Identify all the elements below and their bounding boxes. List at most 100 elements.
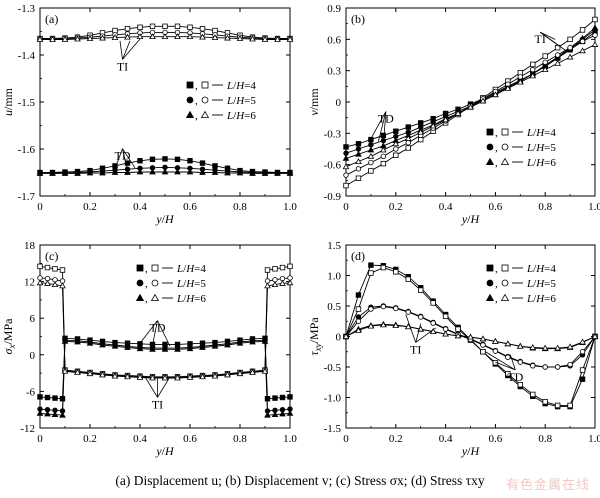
data-point	[567, 402, 573, 409]
data-point	[136, 345, 144, 352]
data-point	[51, 411, 59, 417]
data-point	[367, 322, 375, 329]
data-point	[405, 145, 411, 151]
data-point	[264, 267, 271, 273]
data-point	[61, 169, 69, 176]
data-point	[286, 169, 294, 176]
legend-marker-open	[501, 264, 509, 272]
data-point	[111, 169, 119, 175]
legend-comma: ,	[195, 80, 198, 92]
annotation-leader	[157, 320, 171, 347]
data-point	[272, 395, 278, 401]
x-tick-label: 0.4	[133, 201, 147, 213]
data-point	[136, 373, 144, 380]
annotation-leader	[370, 111, 387, 139]
legend-marker-filled	[485, 293, 495, 301]
series-triangle-open	[36, 279, 294, 381]
legend-marker-open	[500, 157, 510, 165]
annotation-ti: TI	[117, 38, 141, 73]
legend-marker-open	[151, 279, 159, 287]
data-point	[124, 373, 131, 380]
data-point	[99, 371, 106, 378]
data-point	[355, 158, 362, 164]
data-point	[287, 263, 293, 270]
legend-comma: ,	[145, 293, 148, 305]
y-tick-label: -1.5	[324, 423, 342, 435]
x-tick-label: 0.8	[233, 433, 247, 445]
panel-label: (b)	[351, 12, 365, 26]
data-point	[342, 163, 350, 170]
y-tick-label: 0.5	[327, 301, 341, 313]
data-point	[393, 269, 399, 275]
data-point	[44, 410, 51, 417]
y-tick-label: 0.3	[327, 66, 341, 78]
y-tick-label: -1.3	[18, 3, 36, 15]
legend-marker-open	[501, 279, 509, 287]
y-tick-label: -1.7	[18, 191, 36, 203]
data-point	[554, 402, 561, 409]
y-axis-label: v/mm	[307, 88, 321, 116]
annotation-leader	[122, 148, 128, 172]
data-point	[405, 309, 411, 315]
y-tick-label: 0	[336, 332, 342, 344]
legend-comma: ,	[495, 293, 498, 305]
data-point	[274, 169, 281, 176]
annotation-ti: TI	[535, 31, 568, 53]
data-point	[186, 33, 194, 40]
y-tick-label: 1.0	[327, 271, 341, 283]
series-triangle-filled	[36, 168, 294, 176]
data-point	[368, 168, 374, 174]
legend-marker-filled	[186, 81, 194, 89]
data-point	[249, 369, 256, 375]
data-point	[355, 150, 362, 157]
annotation-leader	[157, 376, 171, 398]
y-axis-label: σx/MPa	[1, 318, 17, 355]
data-point	[380, 146, 387, 153]
legend-label: L/H=4	[226, 80, 256, 92]
data-point	[36, 169, 44, 176]
y-tick-label: -0.6	[324, 160, 342, 172]
data-point	[279, 394, 286, 401]
x-tick-label: 1.0	[283, 433, 297, 445]
data-point	[368, 270, 374, 276]
x-tick-label: 0.8	[233, 201, 247, 213]
annotation-leader	[415, 323, 422, 343]
data-point	[517, 74, 523, 80]
data-point	[417, 128, 425, 135]
data-point	[86, 339, 94, 346]
data-point	[211, 169, 219, 175]
x-axis-label: y/H	[155, 444, 175, 458]
data-point	[137, 24, 143, 30]
data-point	[579, 47, 586, 54]
annotation-leader	[382, 111, 387, 146]
data-point	[111, 34, 119, 40]
y-tick-label: -12	[20, 423, 35, 435]
data-point	[86, 370, 94, 377]
data-point	[271, 411, 279, 417]
data-point	[111, 372, 119, 379]
figure-caption: (a) Displacement u; (b) Displacement v; …	[0, 473, 600, 489]
data-point	[405, 124, 411, 130]
legend-label: L/H=6	[526, 157, 556, 169]
legend-comma: ,	[495, 127, 498, 139]
y-tick-label: -1.6	[18, 144, 36, 156]
data-point	[380, 132, 387, 139]
legend-marker-open	[501, 143, 509, 151]
y-tick-label: -0.3	[324, 128, 342, 140]
x-tick-label: 0.2	[389, 201, 403, 213]
data-point	[61, 367, 69, 374]
data-point	[186, 168, 194, 175]
legend-marker-open	[201, 81, 209, 89]
data-point	[554, 344, 561, 351]
legend-label: L/H=5	[176, 278, 206, 290]
legend-label: L/H=5	[526, 142, 556, 154]
annotation-ti: TI	[405, 314, 436, 356]
series-triangle-filled	[36, 337, 294, 418]
data-point	[136, 168, 144, 175]
annotation-label: TD	[378, 112, 394, 126]
data-point	[355, 318, 362, 324]
data-point	[392, 140, 400, 147]
data-point	[405, 276, 411, 282]
annotation-ti: TI	[144, 376, 171, 411]
data-point	[249, 338, 256, 345]
